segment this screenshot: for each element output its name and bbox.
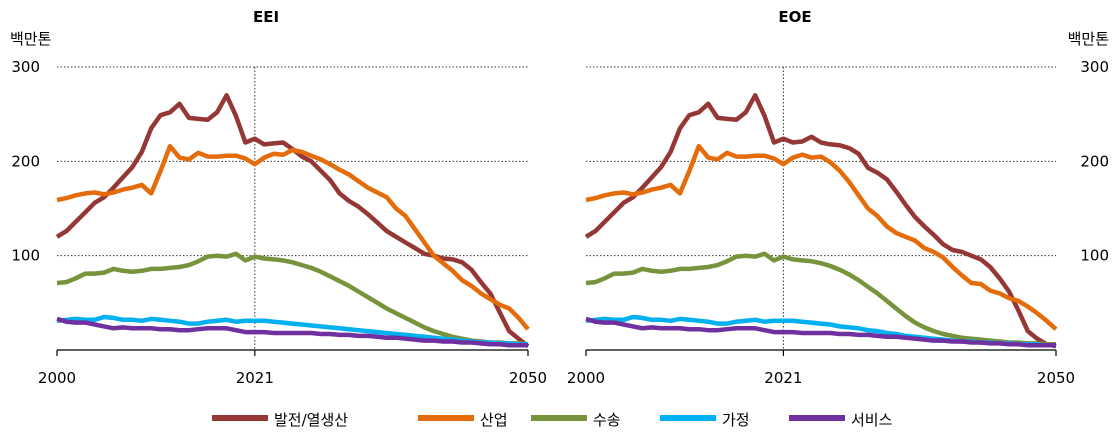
x-tick-label: 2000 [38, 369, 76, 387]
series-line [585, 316, 1056, 348]
legend-item: 산업 [418, 411, 508, 429]
y-tick-label: 200 [11, 152, 40, 170]
chart-title: EOE [778, 8, 811, 26]
legend-item: 서비스 [789, 411, 893, 429]
chart-panel-eei: EEI 백만톤 100 200 300 2000 2021 2050 [10, 8, 547, 387]
y-tick-label: 300 [11, 58, 40, 76]
chart-panel-eoe: EOE 백만톤 100 200 300 2000 2021 2050 [567, 8, 1109, 387]
y-tick-label: 100 [1080, 247, 1109, 265]
x-tick-label: 2050 [1037, 369, 1075, 387]
y-axis-unit-label: 백만톤 [10, 30, 51, 48]
y-tick-label: 200 [1080, 152, 1109, 170]
chart-canvas: EEI 백만톤 100 200 300 2000 2021 2050 EOE 백만톤 100 200 3… [10, 8, 1109, 387]
y-axis-unit-label: 백만톤 [1068, 30, 1109, 48]
x-tick-label: 2021 [236, 369, 274, 387]
legend-item: 가정 [660, 411, 750, 429]
legend-label: 서비스 [851, 411, 893, 429]
y-tick-label: 300 [1080, 58, 1109, 76]
x-tick-label: 2000 [567, 369, 605, 387]
series-line [56, 143, 530, 331]
legend-label: 발전/열생산 [274, 411, 348, 429]
series-line [56, 251, 529, 347]
legend-item: 발전/열생산 [212, 411, 348, 429]
legend-label: 가정 [722, 411, 750, 429]
chart-legend: 발전/열생산 산업 수송 가정 서비스 [212, 411, 893, 429]
series-line [584, 93, 1057, 349]
series-line [55, 93, 530, 348]
series-line [585, 251, 1056, 347]
series-line [56, 316, 528, 348]
series-line [585, 143, 1058, 331]
legend-label: 산업 [480, 411, 508, 429]
legend-item: 수송 [531, 411, 621, 429]
x-tick-label: 2021 [764, 369, 802, 387]
legend-label: 수송 [593, 411, 621, 429]
chart-title: EEI [253, 8, 279, 26]
x-tick-label: 2050 [509, 369, 547, 387]
y-tick-label: 100 [11, 247, 40, 265]
